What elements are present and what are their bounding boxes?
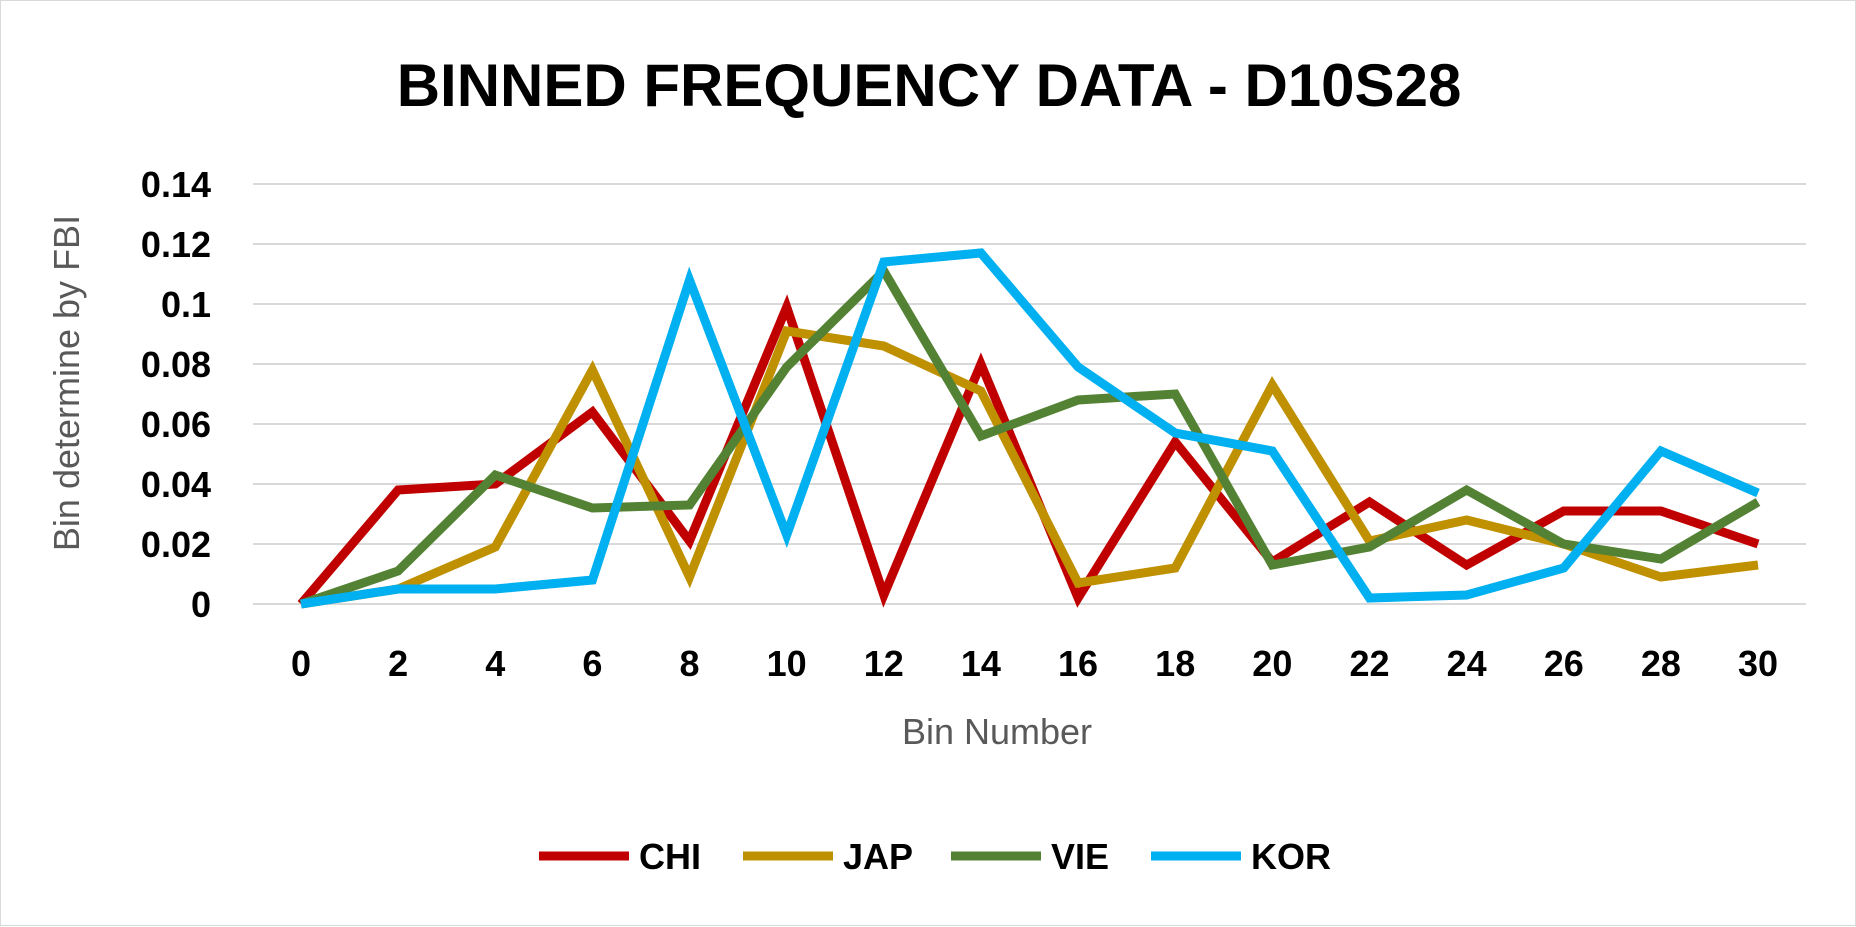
x-tick-label: 12 xyxy=(864,643,904,684)
series-chi xyxy=(301,307,1758,604)
y-tick-label: 0.02 xyxy=(141,524,211,565)
y-tick-label: 0.12 xyxy=(141,224,211,265)
x-tick-label: 28 xyxy=(1641,643,1681,684)
y-tick-label: 0.04 xyxy=(141,464,211,505)
legend-label-vie: VIE xyxy=(1051,836,1109,877)
legend-item-chi: CHI xyxy=(539,836,701,877)
series-kor xyxy=(301,253,1758,604)
y-tick-label: 0 xyxy=(191,584,211,625)
x-tick-label: 6 xyxy=(582,643,602,684)
chart-title: BINNED FREQUENCY DATA - D10S28 xyxy=(397,52,1462,119)
series-vie xyxy=(301,271,1758,604)
x-tick-label: 24 xyxy=(1447,643,1487,684)
x-tick-label: 16 xyxy=(1058,643,1098,684)
x-axis-title: Bin Number xyxy=(902,711,1092,752)
legend-label-chi: CHI xyxy=(639,836,701,877)
x-tick-label: 26 xyxy=(1544,643,1584,684)
x-tick-label: 2 xyxy=(388,643,408,684)
x-tick-label: 18 xyxy=(1155,643,1195,684)
series-line-chi xyxy=(301,307,1758,604)
legend-label-jap: JAP xyxy=(843,836,913,877)
y-axis-title: Bin determine by FBI xyxy=(46,215,87,551)
legend: CHI JAP VIE KOR xyxy=(539,836,1331,877)
legend-item-kor: KOR xyxy=(1151,836,1331,877)
x-tick-label: 8 xyxy=(680,643,700,684)
x-tick-label: 22 xyxy=(1349,643,1389,684)
y-tick-label: 0.1 xyxy=(161,284,211,325)
y-tick-label: 0.06 xyxy=(141,404,211,445)
x-tick-label: 14 xyxy=(961,643,1001,684)
legend-item-jap: JAP xyxy=(743,836,913,877)
x-tick-label: 10 xyxy=(767,643,807,684)
legend-item-vie: VIE xyxy=(951,836,1109,877)
x-tick-label: 4 xyxy=(485,643,505,684)
legend-label-kor: KOR xyxy=(1251,836,1331,877)
y-tick-label: 0.08 xyxy=(141,344,211,385)
series-line-kor xyxy=(301,253,1758,604)
y-tick-label: 0.14 xyxy=(141,164,211,205)
series-lines xyxy=(301,253,1758,604)
x-tick-label: 20 xyxy=(1252,643,1292,684)
x-tick-label: 0 xyxy=(291,643,311,684)
y-axis-ticks: 0 0.02 0.04 0.06 0.08 0.1 0.12 0.14 xyxy=(141,164,211,625)
x-tick-label: 30 xyxy=(1738,643,1778,684)
series-line-vie xyxy=(301,271,1758,604)
